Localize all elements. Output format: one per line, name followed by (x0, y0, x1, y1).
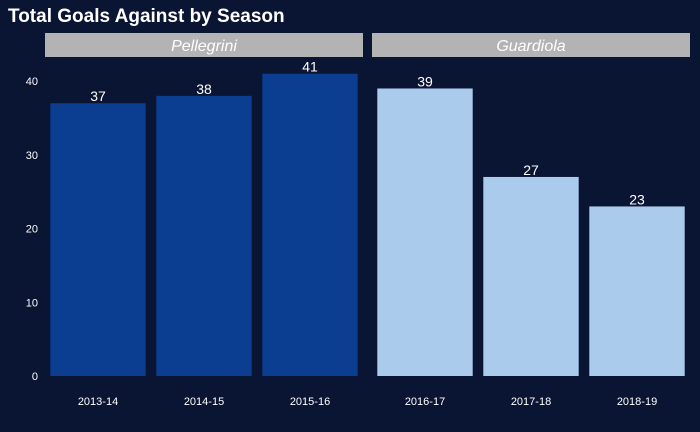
bar (483, 176, 579, 376)
facet-strip (372, 33, 690, 57)
data-label: 23 (629, 191, 645, 207)
data-label: 38 (196, 81, 212, 97)
facet-panels: Pellegrini 37 2013-14 38 2014-15 41 2015-16 Gua… (45, 33, 690, 408)
bar (589, 206, 685, 376)
y-tick-label: 0 (32, 371, 38, 383)
x-tick-label: 2015-16 (290, 396, 330, 408)
y-tick-label: 10 (26, 297, 38, 309)
bar (262, 73, 358, 376)
y-tick-label: 40 (26, 76, 38, 88)
facet-pellegrini: Pellegrini 37 2013-14 38 2014-15 41 2015-16 (45, 33, 363, 408)
x-tick-label: 2016-17 (405, 396, 445, 408)
x-tick-label: 2017-18 (511, 396, 551, 408)
facet-strip-label: Guardiola (496, 38, 565, 55)
bar (50, 103, 146, 377)
y-tick-label: 20 (26, 224, 38, 236)
x-tick-label: 2018-19 (617, 396, 657, 408)
y-tick-label: 30 (26, 150, 38, 162)
chart-title: Total Goals Against by Season (8, 6, 285, 27)
facet-guardiola: Guardiola 39 2016-17 27 2017-18 23 2018-19 (372, 33, 690, 408)
x-tick-label: 2014-15 (184, 396, 224, 408)
x-tick-label: 2013-14 (78, 396, 118, 408)
bar (377, 88, 473, 376)
data-label: 27 (523, 162, 539, 178)
facet-strip-label: Pellegrini (171, 38, 237, 55)
bar (156, 95, 252, 376)
facet-strip (45, 33, 363, 57)
y-axis: 0 10 20 30 40 (26, 76, 38, 383)
data-label: 39 (417, 73, 433, 89)
data-label: 41 (302, 59, 318, 75)
data-label: 37 (90, 88, 106, 104)
